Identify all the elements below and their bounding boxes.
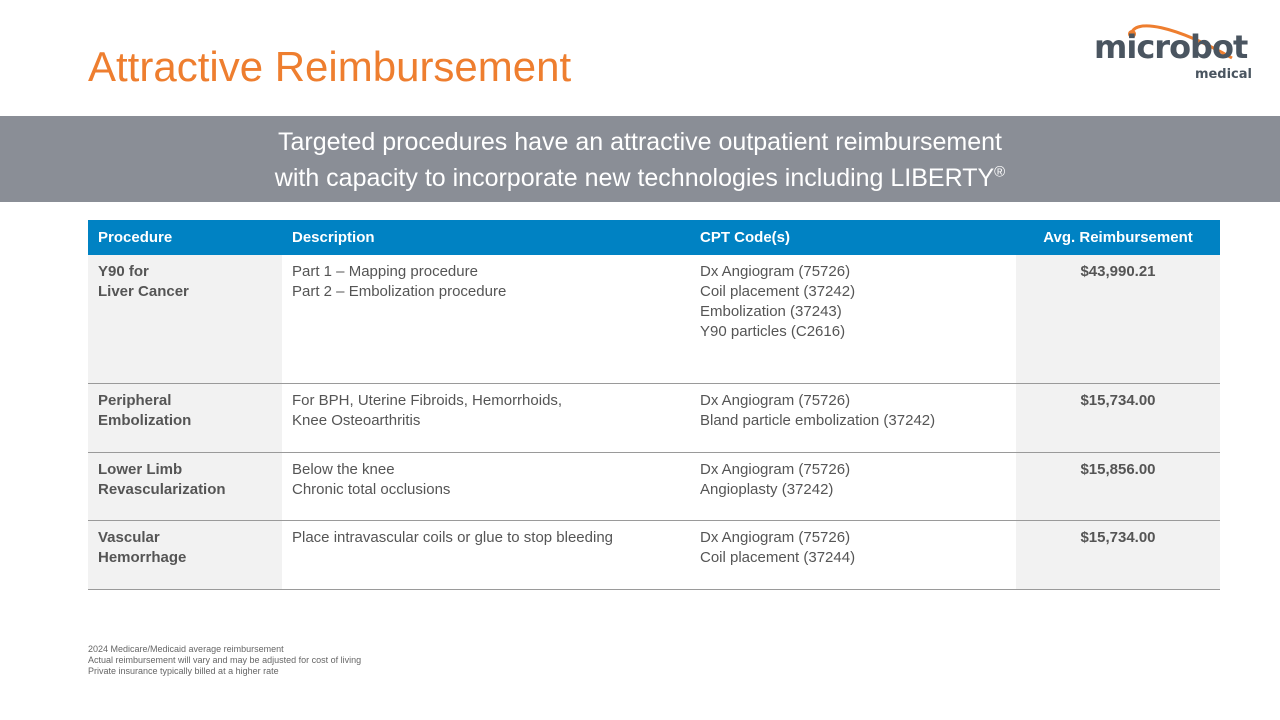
- procedure-cell-line: Revascularization: [98, 480, 226, 498]
- description-cell-line: Knee Osteoarthritis: [292, 411, 421, 429]
- page-title: Attractive Reimbursement: [88, 43, 572, 90]
- footnote: 2024 Medicare/Medicaid average reimburse…: [88, 644, 284, 654]
- table-row: Peripheral Embolization For BPH, Uterine F…: [88, 383, 1220, 453]
- procedure-cell: Lower Limb Revascularization: [88, 452, 282, 521]
- procedure-cell: Vascular Hemorrhage: [88, 520, 282, 590]
- table-row: Y90 for Liver Cancer Part 1 – Mapping proc…: [88, 255, 1220, 384]
- cpt-cell-line: Y90 particles (C2616): [700, 323, 846, 340]
- cpt-cell-line: Dx Angiogram (75726): [700, 391, 851, 409]
- cpt-cell-line: Coil placement (37242): [700, 283, 856, 300]
- cpt-cell: Dx Angiogram (75726) Angioplasty (37242): [690, 452, 1016, 521]
- description-cell: Place intravascular coils or glue to sto…: [282, 520, 690, 590]
- table-row: Vascular Hemorrhage Place intravascular co…: [88, 520, 1220, 590]
- header-reimbursement: Avg. Reimbursement: [1016, 220, 1220, 255]
- cpt-cell: Dx Angiogram (75726) Coil placement (3724…: [690, 255, 1016, 384]
- banner-line-2: with capacity to incorporate new technol…: [274, 164, 995, 192]
- reimbursement-cell: $15,734.00: [1016, 383, 1220, 453]
- reimbursement-cell: $15,856.00: [1016, 452, 1220, 521]
- header-procedure: Procedure: [88, 220, 282, 255]
- procedure-cell-line: Liver Cancer: [98, 283, 189, 300]
- registered-mark: ®: [994, 163, 1006, 181]
- cpt-cell-line: Coil placement (37244): [700, 548, 856, 566]
- description-cell-line: For BPH, Uterine Fibroids, Hemorrhoids,: [292, 391, 563, 409]
- header-cpt: CPT Code(s): [690, 220, 1016, 255]
- procedure-cell-line: Lower Limb: [98, 460, 183, 478]
- description-cell: Part 1 – Mapping procedure Part 2 – Embol…: [282, 255, 690, 384]
- procedure-cell-line: Y90 for: [98, 263, 149, 280]
- procedure-cell: Peripheral Embolization: [88, 383, 282, 453]
- logo-sub: medical: [1194, 67, 1252, 82]
- banner-line-1: Targeted procedures have an attractive o…: [277, 128, 1003, 156]
- reimbursement-cell-line: $15,856.00: [1080, 460, 1156, 478]
- microbot-medical-logo: microbot medical: [1092, 22, 1258, 88]
- footnotes: 2024 Medicare/Medicaid average reimburse…: [88, 644, 361, 677]
- cpt-cell-line: Dx Angiogram (75726): [700, 528, 851, 546]
- cpt-cell-line: Dx Angiogram (75726): [700, 263, 851, 280]
- description-cell-line: Below the knee: [292, 460, 395, 478]
- description-cell: Below the knee Chronic total occlusions: [282, 452, 690, 521]
- reimbursement-cell: $15,734.00: [1016, 520, 1220, 590]
- footnote: Private insurance typically billed at a …: [88, 666, 279, 676]
- logo-swoosh-icon: [1128, 24, 1233, 60]
- reimbursement-cell-line: $43,990.21: [1080, 263, 1156, 280]
- cpt-cell-line: Dx Angiogram (75726): [700, 460, 851, 478]
- description-cell-line: Part 1 – Mapping procedure: [292, 263, 478, 280]
- description-cell-line: Part 2 – Embolization procedure: [292, 283, 507, 300]
- reimbursement-cell: $43,990.21: [1016, 255, 1220, 384]
- cpt-cell-line: Angioplasty (37242): [700, 480, 834, 498]
- cpt-cell-line: Bland particle embolization (37242): [700, 411, 936, 429]
- reimbursement-cell-line: $15,734.00: [1080, 528, 1156, 546]
- cpt-cell-line: Embolization (37243): [700, 303, 842, 320]
- procedure-cell-line: Hemorrhage: [98, 548, 187, 566]
- procedure-cell-line: Vascular: [98, 528, 160, 546]
- procedure-cell-line: Embolization: [98, 411, 192, 429]
- reimbursement-cell-line: $15,734.00: [1080, 391, 1156, 409]
- header-description: Description: [282, 220, 690, 255]
- description-cell-line: Place intravascular coils or glue to sto…: [292, 528, 614, 546]
- footnote: Actual reimbursement will vary and may b…: [88, 655, 362, 665]
- description-cell-line: Chronic total occlusions: [292, 480, 451, 498]
- cpt-cell: Dx Angiogram (75726) Coil placement (3724…: [690, 520, 1016, 590]
- banner: Targeted procedures have an attractive o…: [0, 116, 1280, 202]
- procedure-cell: Y90 for Liver Cancer: [88, 255, 282, 384]
- table-header-row: Procedure Description CPT Code(s) Avg. R…: [88, 220, 1220, 255]
- table-row: Lower Limb Revascularization Below the kne…: [88, 452, 1220, 521]
- logo-word: microbot: [1094, 28, 1248, 66]
- reimbursement-table: Procedure Description CPT Code(s) Avg. R…: [88, 220, 1220, 590]
- description-cell: For BPH, Uterine Fibroids, Hemorrhoids, K…: [282, 383, 690, 453]
- cpt-cell: Dx Angiogram (75726) Bland particle embol…: [690, 383, 1016, 453]
- procedure-cell-line: Peripheral: [98, 391, 172, 409]
